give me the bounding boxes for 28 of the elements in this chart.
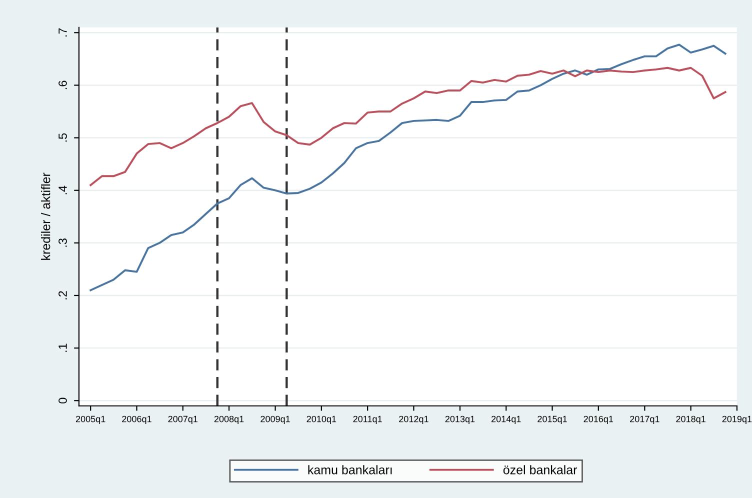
y-tick-label: .7 <box>58 28 67 36</box>
x-tick-label: 2016q1 <box>584 416 614 424</box>
y-tick-label: .3 <box>58 238 67 247</box>
legend-label: özel bankalar <box>503 465 578 474</box>
y-tick-label: 0 <box>58 398 67 404</box>
y-tick-label: .4 <box>58 186 67 194</box>
y-tick-label: .1 <box>58 344 67 352</box>
x-tick-label: 2010q1 <box>306 416 336 424</box>
x-tick-label: 2008q1 <box>214 416 244 424</box>
x-tick-label: 2006q1 <box>122 416 152 424</box>
y-tick-label: .2 <box>58 291 67 300</box>
y-axis-title: krediler / aktifler <box>41 172 50 260</box>
line-series <box>90 66 726 186</box>
x-tick-label: 2012q1 <box>399 416 428 424</box>
x-tick-label: 2007q1 <box>168 416 198 424</box>
x-tick-label: 2015q1 <box>538 416 567 424</box>
x-tick-label: 2005q1 <box>76 416 106 424</box>
x-tick-label: 2018q1 <box>676 416 706 424</box>
legend-label: kamu bankaları <box>308 465 392 474</box>
x-tick-label: 2011q1 <box>353 416 382 424</box>
x-tick-label: 2013q1 <box>445 416 475 424</box>
y-tick-label: .6 <box>58 80 67 90</box>
x-tick-label: 2017q1 <box>630 416 660 424</box>
line-series <box>90 44 726 292</box>
x-tick-label: 2009q1 <box>260 416 290 424</box>
x-tick-label: 2014q1 <box>492 416 521 424</box>
y-tick-label: .5 <box>58 133 67 142</box>
x-tick-label: 2019q1 <box>722 416 752 424</box>
